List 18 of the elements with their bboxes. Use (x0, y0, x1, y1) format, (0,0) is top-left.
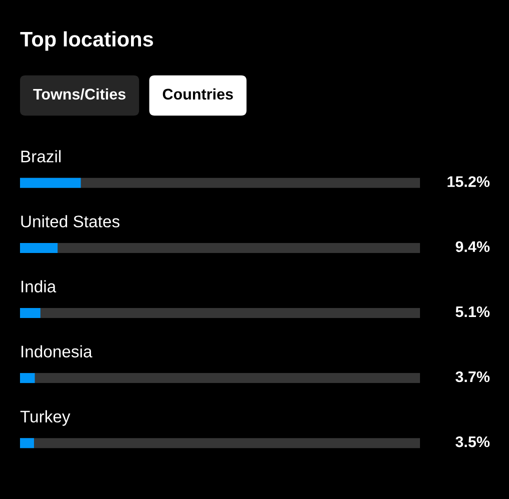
bar (20, 308, 40, 318)
text: Countries (162, 88, 233, 100)
chart-title: Top locations (20, 31, 154, 51)
y-tick-label: Brazil (21, 150, 61, 162)
data-label: 15.2% (448, 176, 490, 188)
bar (20, 373, 35, 384)
y-tick-label: Indonesia (22, 345, 92, 358)
data-label: 3.7% (456, 371, 490, 382)
data-label: 5.1% (456, 306, 490, 318)
data-label: 3.5% (456, 436, 490, 448)
data-label: 9.4% (456, 241, 490, 252)
bar (20, 178, 81, 188)
y-tick-label: Turkey (20, 410, 70, 426)
bar (20, 242, 58, 253)
bar (20, 438, 34, 448)
y-tick-label: India (22, 280, 56, 292)
y-tick-label: United States (21, 215, 120, 228)
text: Towns/Cities (33, 88, 126, 100)
